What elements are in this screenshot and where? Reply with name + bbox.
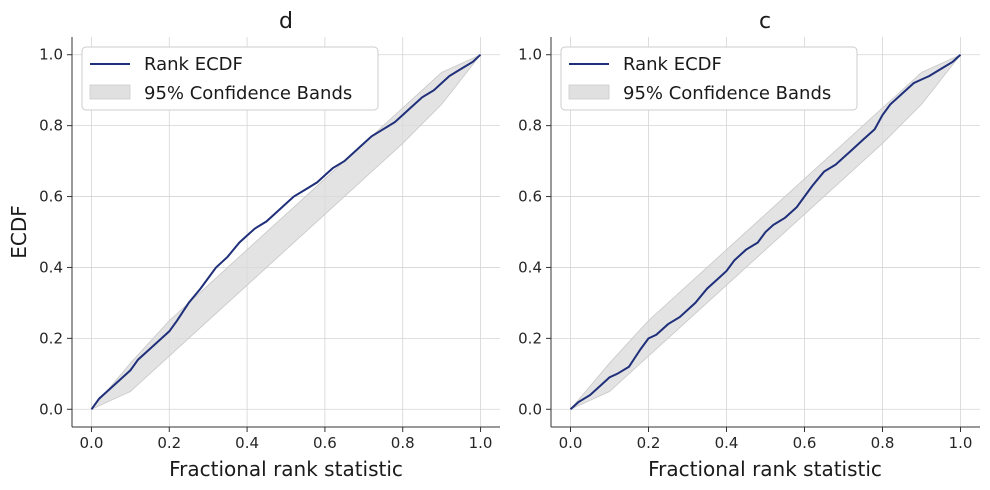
y-tick-label: 1.0: [39, 46, 63, 64]
legend-label-ecdf: Rank ECDF: [623, 54, 722, 75]
y-tick-label: 0.6: [518, 188, 542, 206]
legend: Rank ECDF 95% Confidence Bands: [560, 46, 858, 111]
y-tick-label: 0.4: [518, 258, 542, 276]
rank-ecdf-line: [90, 53, 482, 410]
panel-c: c Fractional rank statistic 0.0 0.2 0.4 0.6…: [518, 9, 980, 481]
y-axis-title: ECDF: [7, 205, 31, 259]
rank-ecdf-line: [569, 53, 962, 411]
x-tick-label: 1.0: [469, 434, 493, 452]
x-axis-title: Fractional rank statistic: [169, 457, 403, 481]
panel-title: d: [279, 9, 293, 34]
panel-d: d ECDF Fractional rank statistic 0.0 0.2 0…: [7, 9, 500, 481]
y-tick-label: 0.8: [518, 117, 542, 135]
x-tick-label: 0.6: [793, 434, 817, 452]
x-axis-title: Fractional rank statistic: [648, 457, 882, 481]
y-tick-label: 1.0: [518, 46, 542, 64]
x-tick-label: 0.2: [637, 434, 661, 452]
legend-band-swatch: [568, 84, 610, 100]
y-tick-label: 0.0: [518, 400, 542, 418]
y-tick-label: 0.2: [518, 329, 542, 347]
x-tick-label: 0.8: [871, 434, 895, 452]
x-tick-label: 0.4: [715, 434, 739, 452]
legend-label-ecdf: Rank ECDF: [144, 54, 243, 75]
legend: Rank ECDF 95% Confidence Bands: [81, 46, 379, 111]
x-tick-label: 0.0: [559, 434, 583, 452]
legend-label-band: 95% Confidence Bands: [623, 83, 831, 104]
x-tick-label: 1.0: [949, 434, 973, 452]
x-tick-label: 0.4: [235, 434, 259, 452]
x-tick-label: 0.6: [313, 434, 337, 452]
legend-band-swatch: [89, 84, 131, 100]
x-tick-label: 0.2: [157, 434, 181, 452]
y-tick-label: 0.4: [39, 258, 63, 276]
y-tick-label: 0.6: [39, 188, 63, 206]
legend-box: [81, 46, 379, 111]
y-tick-label: 0.2: [39, 329, 63, 347]
panel-title: c: [759, 9, 771, 34]
x-tick-label: 0.0: [80, 434, 104, 452]
x-tick-label: 0.8: [391, 434, 415, 452]
y-tick-label: 0.0: [39, 400, 63, 418]
y-tick-label: 0.8: [39, 117, 63, 135]
legend-box: [560, 46, 858, 111]
legend-label-band: 95% Confidence Bands: [144, 83, 352, 104]
